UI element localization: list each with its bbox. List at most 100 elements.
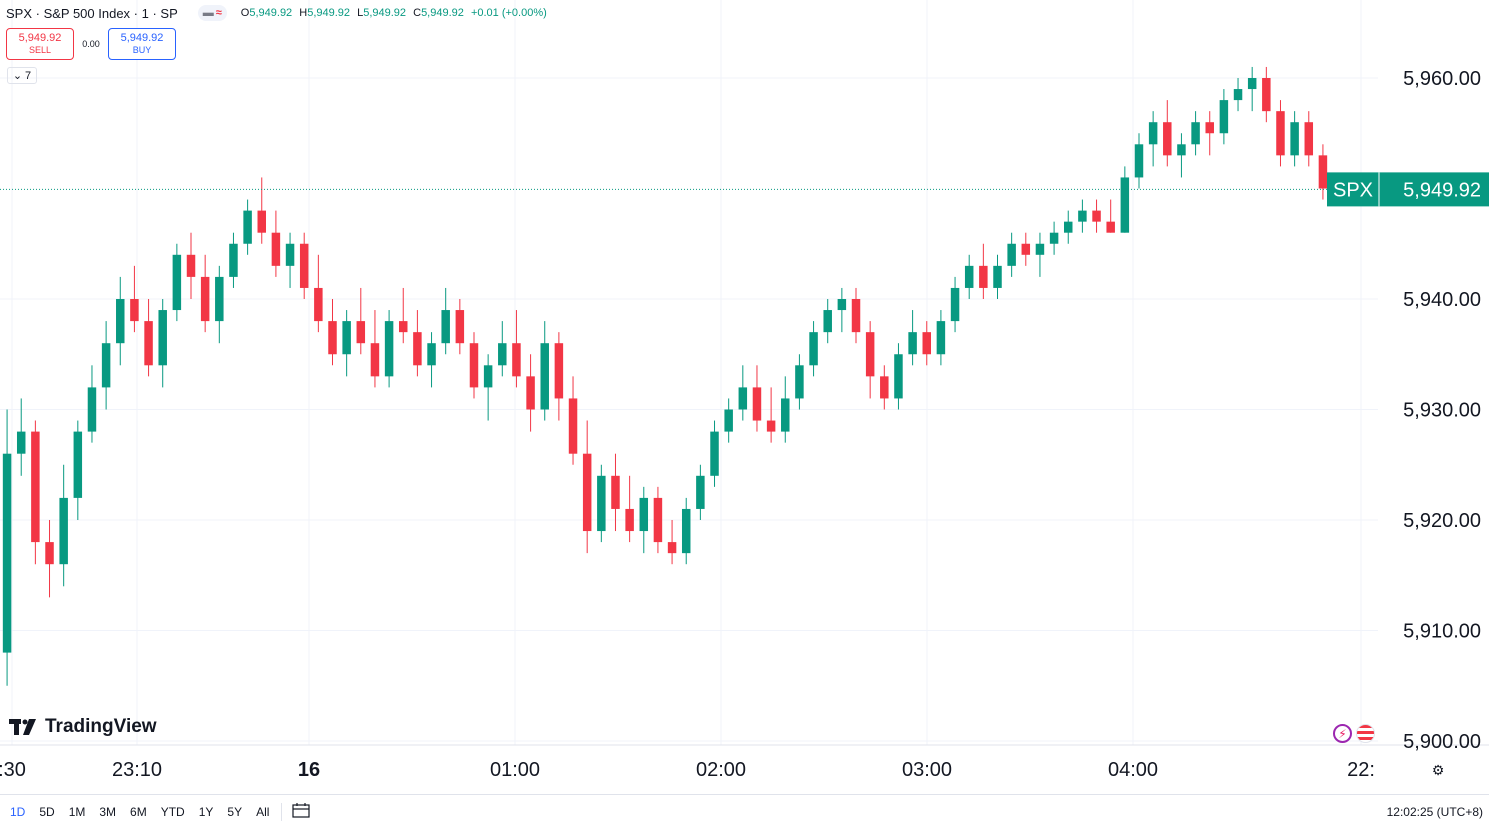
candle-body <box>186 254 196 277</box>
gear-icon[interactable]: ⚙ <box>1431 762 1445 778</box>
price-tick-label: 5,960.00 <box>1403 68 1481 90</box>
candle-body <box>512 343 521 377</box>
candle-body <box>314 287 323 322</box>
candle-body <box>1007 243 1016 266</box>
time-axis: :30 23:10 16 01:00 02:00 03:00 04:00 22: <box>0 759 1375 781</box>
candle-body <box>370 343 380 377</box>
candle-body <box>1191 122 1200 145</box>
candle-body <box>1205 122 1214 134</box>
candle-body <box>116 299 125 344</box>
tradingview-logo-icon <box>9 719 36 735</box>
candle-body <box>766 420 776 432</box>
trade-panel: 5,949.92 SELL 0.00 5,949.92 BUY <box>6 28 176 60</box>
range-6m[interactable]: 6M <box>130 804 147 819</box>
candle-body <box>936 321 946 355</box>
candle-body <box>427 343 436 366</box>
divider <box>281 802 283 821</box>
candle-body <box>1262 78 1271 112</box>
range-1d[interactable]: 1D <box>10 804 26 819</box>
candle-body <box>667 542 677 554</box>
candle-body <box>1106 221 1115 233</box>
price-tag-value: 5,949.92 <box>1403 179 1481 201</box>
range-all[interactable]: All <box>256 804 270 819</box>
sell-price: 5,949.92 <box>18 32 62 44</box>
candle-body <box>865 332 875 377</box>
chart-badges: ⚡ <box>1333 724 1375 743</box>
candle-body <box>243 210 252 244</box>
candle-body <box>200 276 210 322</box>
symbol-legend: SPX · S&P 500 Index · 1 · SP ▬ ≈ O5,949.… <box>6 5 551 21</box>
indicator-toggle[interactable]: ▬ ≈ <box>197 5 227 21</box>
candle-body <box>795 365 804 399</box>
candle-body <box>1049 232 1059 244</box>
buy-label: BUY <box>132 45 152 55</box>
tradingview-logo[interactable]: TradingView <box>9 716 157 738</box>
candle-body <box>1134 144 1144 178</box>
candle-body <box>540 343 549 410</box>
candle-body <box>639 497 649 532</box>
candle-body <box>1247 78 1257 90</box>
indicator-count: 7 <box>25 69 32 82</box>
time-tick-label: 23:10 <box>112 759 162 781</box>
time-tick-label: 02:00 <box>696 759 746 781</box>
candle-body <box>1177 144 1186 156</box>
candle-body <box>299 243 309 288</box>
chevron-down-icon: ⌄ <box>12 70 23 82</box>
candle-body <box>31 431 40 543</box>
candle-body <box>455 310 465 344</box>
candle-body <box>809 332 818 366</box>
lightning-icon[interactable]: ⚡ <box>1333 724 1352 743</box>
calendar-icon[interactable] <box>292 802 311 821</box>
candle-body <box>1092 210 1101 222</box>
candle-body <box>413 332 422 366</box>
candle-body <box>144 321 153 366</box>
price-axis: 5,960.00 5,940.00 5,930.00 5,920.00 5,910.00… <box>1403 68 1481 753</box>
sell-label: SELL <box>28 45 52 55</box>
buy-price: 5,949.92 <box>120 32 164 44</box>
candle-body <box>271 232 281 266</box>
candle-body <box>1148 122 1158 145</box>
buy-button[interactable]: 5,949.92 BUY <box>108 28 176 60</box>
candle-body <box>441 310 450 344</box>
candle-body <box>399 321 408 333</box>
candle-body <box>45 542 54 565</box>
range-1m[interactable]: 1M <box>68 804 86 819</box>
price-tick-label: 5,910.00 <box>1403 621 1481 643</box>
candle-body <box>950 287 960 322</box>
candle-body <box>1035 243 1045 255</box>
candle-body <box>625 508 634 532</box>
last-price-tag: SPX 5,949.92 <box>1327 172 1489 207</box>
low-value: 5,949.92 <box>363 7 407 19</box>
candle-body <box>87 387 97 432</box>
clock-readout[interactable]: 12:02:25 (UTC+8) <box>1386 805 1483 819</box>
range-5d[interactable]: 5D <box>39 804 55 819</box>
candle-body <box>1290 122 1299 156</box>
ohlc-values: O5,949.92 H5,949.92 L5,949.92 C5,949.92 … <box>240 7 547 19</box>
candle-body <box>696 475 705 509</box>
candle-body <box>554 343 564 399</box>
candle-body <box>582 453 592 532</box>
logo-text: TradingView <box>45 716 157 737</box>
candle-body <box>752 387 762 421</box>
us-flag-icon[interactable] <box>1356 724 1375 743</box>
price-tick-label: 5,900.00 <box>1403 731 1481 753</box>
range-ytd[interactable]: YTD <box>160 804 185 819</box>
candle-body <box>837 299 847 311</box>
range-5y[interactable]: 5Y <box>227 804 243 819</box>
indicators-collapse-button[interactable]: ⌄ 7 <box>7 67 37 84</box>
range-1y[interactable]: 1Y <box>198 804 214 819</box>
minus-icon: ▬ <box>202 7 214 19</box>
candle-body <box>894 354 903 399</box>
candle-body <box>653 497 663 543</box>
candle-body <box>229 243 238 277</box>
time-range-bar: 1D 5D 1M 3M 6M YTD 1Y 5Y All 12:02:25 (U… <box>0 794 1489 828</box>
sell-button[interactable]: 5,949.92 SELL <box>6 28 74 60</box>
range-3m[interactable]: 3M <box>99 804 117 819</box>
candles-series <box>2 66 1328 686</box>
change-value: +0.01 (+0.00%) <box>470 7 547 19</box>
candle-body <box>738 387 748 410</box>
candle-body <box>328 321 337 355</box>
symbol-title[interactable]: SPX · S&P 500 Index · 1 · SP <box>6 5 178 21</box>
candle-body <box>851 299 861 333</box>
